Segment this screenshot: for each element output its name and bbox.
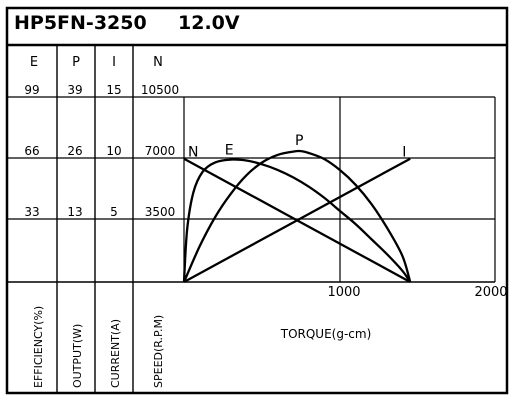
x-tick-2000: 2000 [474, 285, 507, 300]
tick-i-5: 5 [110, 205, 118, 219]
series-layer: N EPI [182, 133, 412, 284]
axis-label-output: OUTPUT(W) [71, 324, 84, 388]
tick-i-15: 15 [106, 83, 121, 97]
tick-e-66: 66 [24, 144, 39, 158]
series-line-p [182, 149, 412, 283]
series-line-e [182, 158, 412, 283]
tick-n-7000: 7000 [145, 144, 176, 158]
axis-label-speed: SPEED(R.P.M) [152, 315, 165, 388]
axis-label-efficiency: EFFICIENCY(%) [32, 306, 45, 388]
tick-p-26: 26 [67, 144, 82, 158]
axis-header-n: N [153, 55, 163, 70]
tick-n-3500: 3500 [145, 205, 176, 219]
axis-label-current: CURRENT(A) [109, 319, 122, 388]
chart-title: HP5FN-3250 [14, 12, 147, 34]
series-label-p: P [295, 133, 303, 149]
series-label-i: I [402, 145, 406, 161]
chart-voltage: 12.0V [178, 12, 240, 34]
tick-p-13: 13 [67, 205, 82, 219]
series-label-e: E [225, 143, 234, 159]
tick-p-39: 39 [67, 83, 82, 97]
axis-header-e: E [30, 55, 38, 70]
tick-i-10: 10 [106, 144, 121, 158]
x-tick-1000: 1000 [327, 285, 360, 300]
tick-e-33: 33 [24, 205, 39, 219]
tick-e-99: 99 [24, 83, 39, 97]
chart-frame [5, 6, 509, 395]
axis-header-i: I [112, 55, 116, 70]
x-axis-label: TORQUE(g-cm) [280, 327, 372, 341]
tick-n-10500: 10500 [141, 83, 179, 97]
grid [7, 96, 496, 283]
series-line-i [183, 157, 411, 284]
series-label-n: N [188, 145, 198, 161]
axis-header-p: P [72, 55, 80, 70]
